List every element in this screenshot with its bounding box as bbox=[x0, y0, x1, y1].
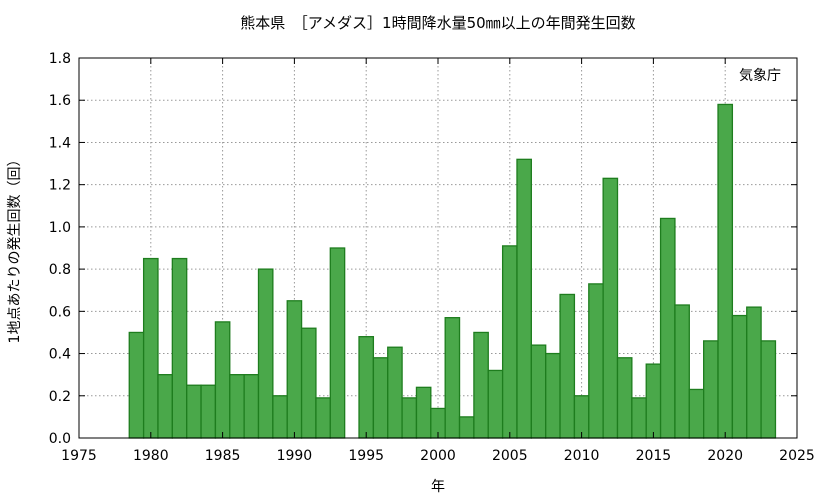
bar-1991 bbox=[300, 327, 317, 439]
bar-1996 bbox=[372, 357, 389, 439]
bar-1981 bbox=[157, 374, 173, 439]
bar-2018 bbox=[688, 388, 705, 439]
x-axis-ticks: 1975 1980 1985 1990 1995 2000 2005 2010 2015 2020… bbox=[61, 58, 815, 464]
bar-1990 bbox=[286, 300, 303, 439]
y-tick-label: 0.8 bbox=[49, 262, 71, 278]
bar-2013 bbox=[616, 357, 633, 439]
bar-2007 bbox=[530, 344, 547, 439]
y-tick-label: 0.2 bbox=[49, 389, 71, 405]
y-tick-label: 1.2 bbox=[49, 178, 71, 194]
bar-2003 bbox=[473, 331, 489, 439]
bar-1986 bbox=[229, 374, 245, 439]
bar-2002 bbox=[458, 416, 475, 439]
x-tick-label: 2005 bbox=[492, 448, 528, 464]
bar-1980 bbox=[142, 257, 159, 439]
x-tick-label: 2015 bbox=[636, 448, 672, 464]
x-tick-label: 2010 bbox=[564, 448, 600, 464]
x-tick-label: 2025 bbox=[779, 448, 815, 464]
x-tick-label: 1990 bbox=[277, 448, 313, 464]
bar-1999 bbox=[415, 386, 432, 439]
y-tick-label: 0.4 bbox=[49, 347, 71, 363]
y-tick-label: 1.8 bbox=[49, 51, 71, 67]
bar-1995 bbox=[358, 336, 375, 439]
bar-2010 bbox=[573, 395, 590, 439]
bar-1984 bbox=[200, 384, 217, 439]
bar-2017 bbox=[674, 304, 690, 439]
x-tick-label: 2020 bbox=[707, 448, 743, 464]
bar-1993 bbox=[329, 247, 346, 439]
bar-1983 bbox=[186, 384, 202, 439]
bar-1989 bbox=[272, 395, 288, 439]
bar-2006 bbox=[516, 158, 532, 439]
y-tick-label: 1.6 bbox=[49, 93, 71, 109]
source-annotation: 気象庁 bbox=[739, 68, 781, 84]
bar-1998 bbox=[401, 397, 418, 439]
bars bbox=[128, 103, 777, 439]
x-tick-label: 2000 bbox=[420, 448, 456, 464]
bar-2019 bbox=[703, 340, 719, 439]
bar-2004 bbox=[487, 369, 504, 439]
y-tick-label: 1.0 bbox=[49, 220, 71, 236]
bar-1988 bbox=[257, 268, 274, 439]
y-tick-label: 1.4 bbox=[49, 135, 71, 151]
bar-2023 bbox=[760, 340, 777, 439]
bar-2014 bbox=[631, 397, 647, 439]
x-tick-label: 1975 bbox=[61, 448, 97, 464]
bar-2008 bbox=[545, 352, 561, 439]
chart-title: 熊本県 ［アメダス］1時間降水量50㎜以上の年間発生回数 bbox=[240, 14, 635, 32]
bar-2015 bbox=[645, 363, 662, 439]
bar-1985 bbox=[214, 321, 231, 439]
bar-2016 bbox=[659, 217, 676, 439]
y-tick-label: 0.0 bbox=[49, 431, 71, 447]
bar-1992 bbox=[315, 397, 331, 439]
y-axis-label: 1地点あたりの発生回数（回） bbox=[7, 153, 23, 344]
y-axis-ticks: 0.0 0.2 0.4 0.6 0.8 1.0 1.2 1.4 1.6 1.8 bbox=[49, 51, 797, 447]
bar-1997 bbox=[387, 346, 403, 439]
bar-2012 bbox=[602, 177, 619, 439]
bar-2005 bbox=[501, 245, 518, 439]
bar-2011 bbox=[588, 283, 604, 439]
bar-2001 bbox=[444, 317, 461, 439]
bar-2009 bbox=[559, 293, 576, 439]
x-tick-label: 1995 bbox=[348, 448, 384, 464]
y-tick-label: 0.6 bbox=[49, 304, 71, 320]
bar-2021 bbox=[731, 314, 748, 439]
x-axis-label: 年 bbox=[431, 479, 445, 495]
x-tick-label: 1980 bbox=[133, 448, 169, 464]
bar-1987 bbox=[243, 374, 260, 439]
bar-2022 bbox=[746, 306, 762, 439]
bar-1982 bbox=[171, 257, 188, 439]
x-tick-label: 1985 bbox=[205, 448, 241, 464]
bar-1979 bbox=[128, 331, 145, 439]
bar-2020 bbox=[717, 103, 734, 439]
